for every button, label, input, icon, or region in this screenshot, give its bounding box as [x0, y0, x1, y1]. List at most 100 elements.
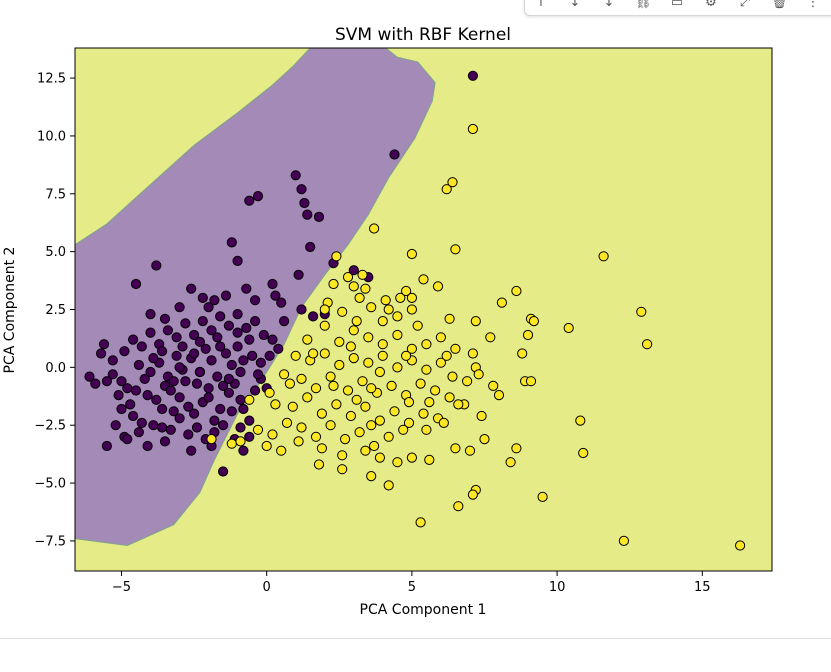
class-0-point — [189, 329, 200, 341]
class-0-point — [90, 378, 101, 389]
class-0-point — [189, 348, 200, 359]
class-0-point — [122, 383, 133, 394]
class-1-point — [467, 348, 478, 359]
class-0-point — [133, 359, 144, 371]
class-0-point — [235, 366, 246, 378]
class-0-point — [128, 410, 139, 422]
class-1-point — [435, 357, 446, 368]
class-0-point — [273, 343, 284, 354]
class-0-point — [194, 366, 205, 378]
class-1-point — [325, 420, 336, 431]
y-tick-label: 0.0 — [45, 361, 66, 376]
class-0-point — [157, 346, 168, 357]
class-1-point — [563, 322, 574, 334]
class-0-point — [180, 376, 191, 387]
class-1-point — [334, 359, 345, 371]
class-1-point — [467, 123, 478, 135]
class-1-point — [340, 434, 351, 445]
class-0-point — [128, 334, 139, 345]
class-1-point — [412, 320, 423, 331]
class-0-point — [238, 355, 249, 366]
arrow-down-icon[interactable]: ↓ — [569, 0, 581, 10]
class-1-point — [293, 436, 304, 447]
class-1-point — [363, 357, 374, 368]
class-0-point — [299, 197, 310, 209]
class-0-point — [84, 371, 95, 382]
class-1-point — [331, 251, 342, 262]
class-0-point — [252, 191, 264, 202]
class-1-point — [392, 362, 403, 373]
class-1-point — [302, 334, 313, 345]
class-0-point — [148, 353, 159, 364]
class-1-point — [354, 427, 365, 438]
class-0-point — [183, 401, 194, 412]
class-1-point — [575, 415, 586, 426]
class-0-point — [247, 350, 258, 361]
arrow-up-icon[interactable]: ↑ — [535, 0, 547, 10]
class-1-point — [444, 392, 455, 403]
class-0-point — [122, 434, 133, 445]
comment-icon[interactable]: ▭ — [670, 0, 684, 10]
class-1-point — [642, 339, 653, 350]
class-1-point — [279, 369, 290, 380]
class-1-point — [401, 350, 412, 361]
class-0-point — [241, 322, 252, 334]
class-0-point — [119, 346, 130, 357]
arrow-down-icon[interactable]: ↓ — [603, 0, 615, 10]
class-1-point — [598, 251, 609, 262]
class-0-point — [305, 241, 316, 253]
class-1-point — [467, 489, 478, 500]
class-1-point — [290, 350, 301, 361]
class-0-point — [250, 385, 261, 396]
class-1-point — [351, 394, 362, 405]
class-1-point — [357, 269, 368, 280]
class-1-point — [366, 383, 377, 394]
class-1-point — [270, 399, 281, 410]
gear-icon[interactable]: ⚙ — [705, 0, 717, 10]
class-1-point — [325, 371, 336, 382]
class-0-point — [110, 420, 121, 431]
class-1-point — [447, 371, 458, 382]
class-1-point — [348, 281, 359, 292]
class-1-point — [319, 304, 330, 315]
class-1-point — [392, 329, 403, 341]
class-0-point — [165, 424, 176, 435]
chart-title: SVM with RBF Kernel — [335, 25, 511, 45]
y-tick-label: 10.0 — [37, 129, 66, 144]
class-0-point — [212, 332, 223, 343]
class-0-point — [241, 283, 252, 294]
x-tick-label: 10 — [549, 580, 566, 595]
class-1-point — [522, 329, 534, 341]
more-icon[interactable]: ⋮ — [806, 0, 820, 10]
class-0-point — [203, 383, 214, 394]
y-tick-label: 5.0 — [45, 245, 66, 260]
class-1-point — [511, 285, 522, 297]
class-0-point — [244, 415, 255, 426]
class-1-point — [313, 459, 325, 470]
class-1-point — [403, 397, 415, 408]
class-0-point — [209, 415, 220, 426]
class-0-point — [98, 339, 110, 350]
class-0-point — [151, 260, 162, 271]
class-0-point — [293, 269, 304, 280]
cell-divider — [0, 638, 831, 639]
class-0-point — [232, 327, 243, 338]
class-0-point — [180, 318, 191, 329]
expand-icon[interactable]: ⤢ — [739, 0, 751, 10]
class-0-point — [226, 406, 237, 417]
class-0-point — [171, 332, 182, 343]
class-0-point — [174, 362, 185, 373]
class-1-point — [366, 471, 377, 482]
delete-icon[interactable]: 🗑 — [771, 0, 788, 10]
class-0-point — [238, 445, 249, 456]
class-0-point — [218, 466, 229, 477]
class-0-point — [162, 325, 173, 336]
class-1-point — [308, 348, 319, 359]
class-0-point — [250, 295, 261, 306]
y-axis-label: PCA Component 2 — [2, 247, 18, 374]
class-0-point — [267, 278, 278, 290]
class-1-point — [517, 348, 528, 359]
class-0-point — [145, 327, 156, 338]
link-icon[interactable]: ⛓ — [635, 0, 652, 10]
